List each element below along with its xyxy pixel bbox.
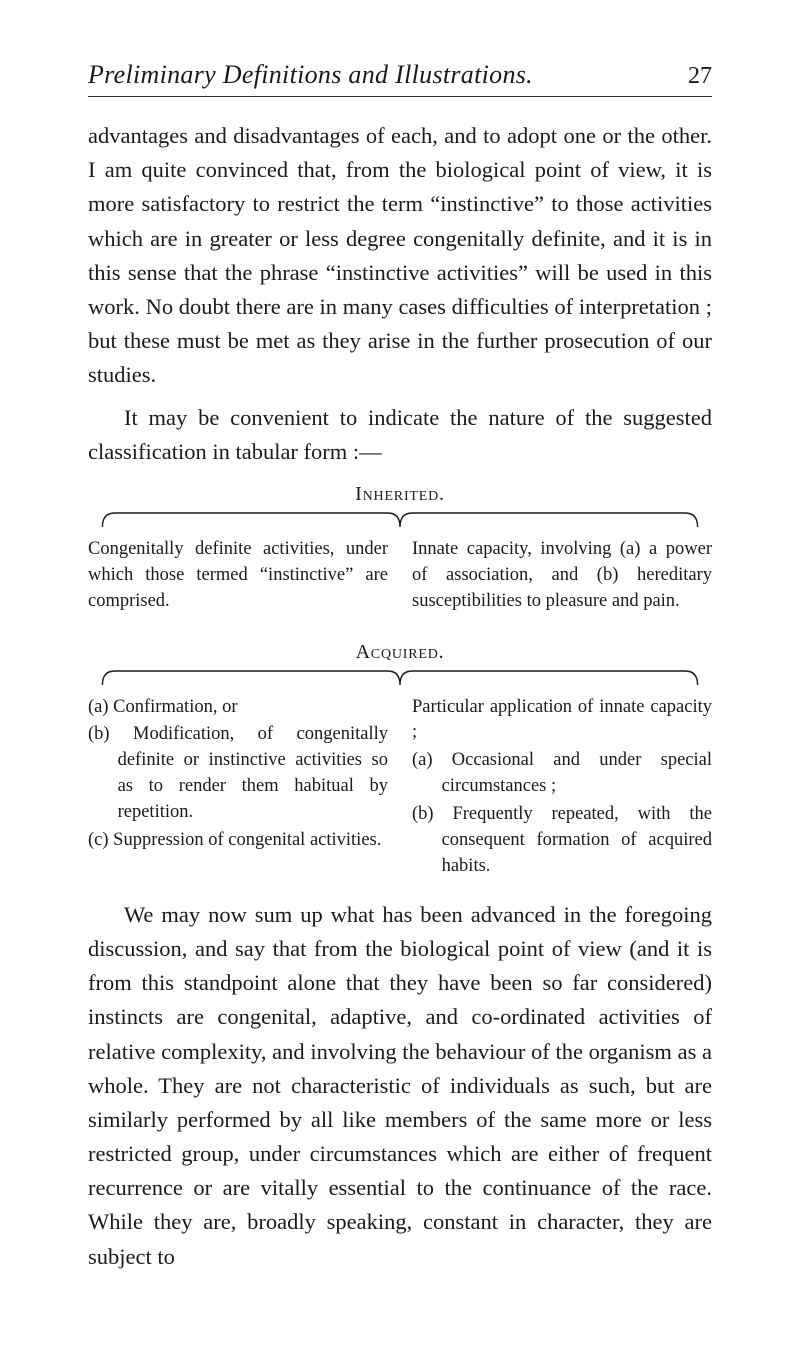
acquired-columns: (a) Confirmation, or (b) Modification, o… — [88, 695, 712, 882]
acquired-left-b: (b) Modification, of congenitally defini… — [88, 722, 388, 826]
body-paragraph-2: It may be convenient to indicate the nat… — [88, 401, 712, 469]
downward-brace-icon — [90, 668, 710, 688]
page-number: 27 — [688, 63, 712, 90]
acquired-right-a: (a) Occasional and under special circums… — [412, 748, 712, 800]
acquired-right-intro: Particular application of innate capacit… — [412, 695, 712, 747]
acquired-left-a: (a) Confirmation, or — [88, 695, 388, 721]
inherited-brace — [88, 510, 712, 535]
body-paragraph-3: We may now sum up what has been advanced… — [88, 898, 712, 1274]
inherited-heading: Inherited. — [88, 483, 712, 506]
acquired-heading: Acquired. — [88, 641, 712, 664]
inherited-right: Innate capacity, involving (a) a power o… — [412, 537, 712, 615]
downward-brace-icon — [90, 510, 710, 530]
body-paragraph-1: advantages and disadvantages of each, an… — [88, 119, 712, 393]
acquired-right-b: (b) Frequently repeated, with the conseq… — [412, 802, 712, 880]
running-title: Preliminary Definitions and Illustration… — [88, 60, 533, 90]
header-rule — [88, 96, 712, 97]
acquired-brace — [88, 668, 712, 693]
acquired-left-c: (c) Suppression of congenital activities… — [88, 828, 388, 854]
inherited-left: Congenitally definite activities, under … — [88, 537, 388, 615]
inherited-columns: Congenitally definite activities, under … — [88, 537, 712, 617]
